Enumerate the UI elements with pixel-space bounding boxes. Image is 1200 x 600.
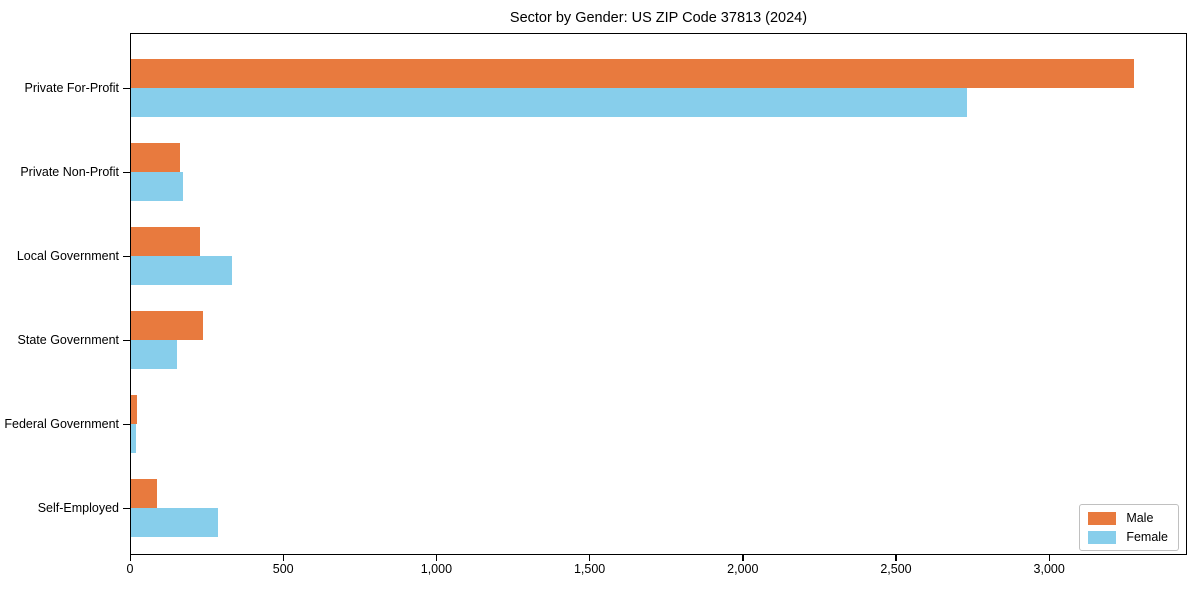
- legend-label-female: Female: [1126, 530, 1168, 544]
- x-axis-tick: [282, 555, 284, 561]
- y-axis-label: Local Government: [16, 248, 119, 263]
- bar-male-3: [131, 227, 200, 256]
- x-axis-tick: [129, 555, 131, 561]
- y-axis-tick: [123, 255, 130, 258]
- y-axis-label: Self-Employed: [37, 500, 119, 515]
- y-axis-tick: [123, 339, 130, 342]
- y-axis-tick: [123, 507, 130, 510]
- y-axis-tick: [123, 87, 130, 90]
- bar-female-4: [131, 340, 177, 369]
- bar-male-5: [131, 395, 138, 424]
- bar-male-6: [131, 479, 158, 508]
- legend-label-male: Male: [1126, 511, 1154, 525]
- bar-female-3: [131, 256, 233, 285]
- y-axis-label: Private For-Profit: [24, 80, 119, 95]
- bar-female-5: [131, 424, 137, 453]
- y-axis-tick: [123, 423, 130, 426]
- x-axis-tick-label: 3,000: [1033, 562, 1065, 576]
- y-axis-label: State Government: [17, 332, 119, 347]
- legend-swatch-female: [1088, 530, 1117, 544]
- plot-area: Male Female: [130, 33, 1187, 555]
- y-axis-label: Federal Government: [4, 416, 119, 431]
- x-axis-tick: [742, 555, 744, 561]
- x-axis-tick: [435, 555, 438, 561]
- bar-male-2: [131, 143, 181, 172]
- bar-male-1: [131, 59, 1135, 88]
- bar-male-4: [131, 311, 203, 340]
- x-axis-tick-label: 1,500: [573, 562, 606, 576]
- x-axis-tick-label: 500: [272, 562, 294, 576]
- y-axis-tick: [123, 171, 130, 174]
- y-axis-label: Private Non-Profit: [20, 164, 119, 179]
- legend-entry-female: Female: [1088, 530, 1168, 544]
- x-axis-tick-label: 2,500: [880, 562, 912, 576]
- bar-female-2: [131, 172, 184, 201]
- x-axis-tick: [589, 555, 591, 561]
- bar-female-6: [131, 508, 219, 537]
- x-axis-tick: [1048, 555, 1050, 561]
- legend-swatch-male: [1088, 511, 1117, 525]
- x-axis-tick-label: 1,000: [420, 562, 453, 576]
- bar-female-1: [131, 88, 968, 117]
- x-axis-tick-label: 0: [126, 562, 134, 576]
- chart-title: Sector by Gender: US ZIP Code 37813 (202…: [509, 10, 808, 26]
- x-axis-tick-label: 2,000: [727, 562, 759, 576]
- legend-entry-male: Male: [1088, 511, 1168, 525]
- legend: Male Female: [1079, 504, 1179, 551]
- x-axis-tick: [895, 555, 897, 561]
